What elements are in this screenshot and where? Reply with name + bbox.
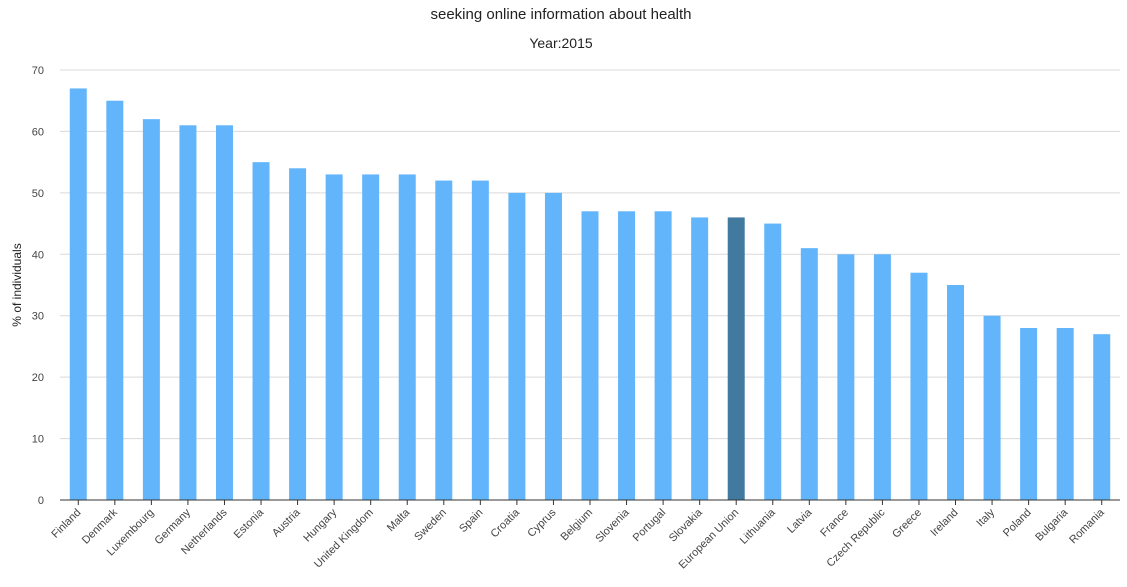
- x-tick-label: Croatia: [488, 506, 522, 540]
- bar-croatia[interactable]: [508, 192, 526, 500]
- bar-poland[interactable]: [1020, 328, 1038, 500]
- x-tick-label: Slovenia: [593, 506, 632, 545]
- bar-united-kingdom[interactable]: [362, 174, 380, 500]
- y-tick-label: 20: [32, 372, 44, 384]
- x-tick-label: Bulgaria: [1033, 506, 1071, 544]
- bar-hungary[interactable]: [325, 174, 343, 500]
- bar-ireland[interactable]: [947, 285, 965, 500]
- bar-spain[interactable]: [471, 180, 489, 501]
- x-tick-label: Spain: [457, 507, 485, 535]
- y-tick-label: 70: [32, 65, 44, 77]
- x-axis-ticks: FinlandDenmarkLuxembourgGermanyNetherlan…: [49, 500, 1107, 571]
- x-tick-label: Estonia: [232, 506, 267, 541]
- x-tick-label: Romania: [1067, 506, 1107, 546]
- bar-portugal[interactable]: [654, 211, 672, 501]
- y-tick-label: 40: [32, 249, 44, 261]
- bar-slovenia[interactable]: [618, 211, 636, 501]
- bar-denmark[interactable]: [106, 100, 124, 500]
- chart-title: seeking online information about health: [430, 6, 691, 23]
- x-tick-label: Finland: [49, 507, 83, 541]
- x-tick-label: Lithuania: [738, 506, 779, 547]
- y-tick-label: 50: [32, 188, 44, 200]
- bar-finland[interactable]: [69, 88, 87, 500]
- bar-italy[interactable]: [983, 315, 1001, 500]
- y-tick-label: 60: [32, 126, 44, 138]
- x-tick-label: Portugal: [631, 507, 668, 544]
- y-tick-label: 0: [38, 495, 44, 507]
- bar-france[interactable]: [837, 254, 855, 500]
- x-tick-label: Italy: [974, 506, 997, 529]
- bar-sweden[interactable]: [435, 180, 453, 501]
- y-tick-label: 10: [32, 434, 44, 446]
- bar-greece[interactable]: [910, 272, 928, 500]
- y-tick-label: 30: [32, 311, 44, 323]
- bar-netherlands[interactable]: [215, 125, 233, 501]
- bar-cyprus[interactable]: [544, 192, 562, 500]
- x-tick-label: Poland: [1001, 507, 1034, 540]
- x-tick-label: Cyprus: [525, 506, 558, 539]
- x-tick-label: Austria: [270, 506, 303, 539]
- bar-belgium[interactable]: [581, 211, 599, 501]
- bar-czech-republic[interactable]: [873, 254, 891, 500]
- bar-slovakia[interactable]: [691, 217, 709, 500]
- x-tick-label: Malta: [385, 506, 413, 534]
- x-tick-label: Sweden: [412, 507, 449, 544]
- x-tick-label: Greece: [890, 507, 924, 541]
- chart-subtitle: Year:2015: [529, 35, 593, 51]
- bar-luxembourg[interactable]: [142, 119, 160, 501]
- y-axis-ticks: 0 10 20 30 40 50 60 70: [32, 65, 44, 507]
- bar-romania[interactable]: [1093, 334, 1111, 500]
- bar-austria[interactable]: [289, 168, 307, 501]
- bar-estonia[interactable]: [252, 162, 270, 500]
- bar-malta[interactable]: [398, 174, 416, 500]
- bar-lithuania[interactable]: [764, 223, 782, 501]
- x-tick-label: France: [818, 507, 851, 540]
- x-tick-label: Latvia: [785, 506, 815, 536]
- x-tick-label: Ireland: [928, 507, 960, 539]
- bar-germany[interactable]: [179, 125, 197, 501]
- bar-latvia[interactable]: [800, 248, 818, 500]
- y-axis-label: % of individuals: [10, 243, 24, 326]
- bar-european-union[interactable]: [727, 217, 745, 500]
- x-tick-label: Belgium: [559, 507, 596, 544]
- bar-bulgaria[interactable]: [1056, 328, 1074, 500]
- bars: [69, 88, 1111, 501]
